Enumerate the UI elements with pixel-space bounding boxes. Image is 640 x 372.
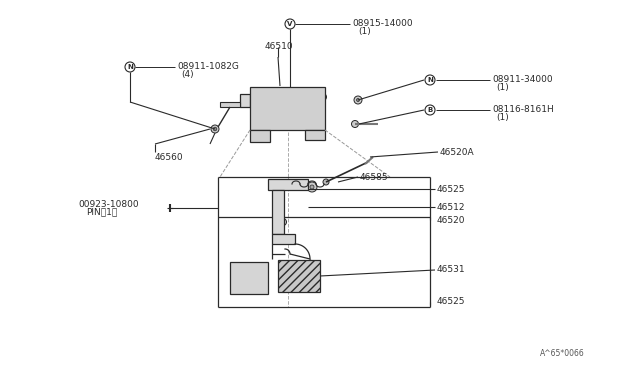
Polygon shape <box>278 260 320 292</box>
Text: 46585: 46585 <box>360 173 388 182</box>
Circle shape <box>272 93 304 125</box>
Circle shape <box>311 130 319 138</box>
Circle shape <box>280 218 287 225</box>
Polygon shape <box>230 262 268 294</box>
Circle shape <box>351 121 358 128</box>
Text: 46520: 46520 <box>437 215 465 224</box>
Text: PIN（1）: PIN（1） <box>86 208 117 217</box>
Text: B: B <box>428 107 433 113</box>
Text: 08911-1082G: 08911-1082G <box>177 61 239 71</box>
Circle shape <box>323 179 329 185</box>
Polygon shape <box>272 190 284 234</box>
Text: (4): (4) <box>181 70 194 78</box>
Text: 08911-34000: 08911-34000 <box>492 74 552 83</box>
Text: N: N <box>427 77 433 83</box>
Polygon shape <box>250 87 325 130</box>
Polygon shape <box>272 234 295 244</box>
Circle shape <box>321 96 324 99</box>
Text: 46510: 46510 <box>265 42 294 51</box>
Text: 46512: 46512 <box>437 202 465 212</box>
Polygon shape <box>220 102 240 107</box>
Text: (1): (1) <box>496 112 509 122</box>
Circle shape <box>307 182 317 192</box>
Polygon shape <box>268 179 308 190</box>
Text: A^65*0066: A^65*0066 <box>540 350 585 359</box>
Text: (1): (1) <box>496 83 509 92</box>
Circle shape <box>356 99 360 102</box>
Text: 08915-14000: 08915-14000 <box>352 19 413 28</box>
Circle shape <box>354 96 362 104</box>
Circle shape <box>213 127 217 131</box>
Circle shape <box>319 93 326 100</box>
Polygon shape <box>250 130 270 142</box>
Text: 46560: 46560 <box>155 153 184 161</box>
Text: 08116-8161H: 08116-8161H <box>492 105 554 113</box>
Circle shape <box>274 200 282 208</box>
Circle shape <box>274 180 282 188</box>
Text: 46531: 46531 <box>437 266 466 275</box>
Text: (1): (1) <box>358 26 371 35</box>
Text: 46525: 46525 <box>437 298 465 307</box>
Circle shape <box>276 183 280 186</box>
Polygon shape <box>305 130 325 140</box>
Polygon shape <box>240 94 250 107</box>
Circle shape <box>254 130 262 138</box>
Text: V: V <box>287 21 292 27</box>
Circle shape <box>310 185 314 189</box>
Text: 46520A: 46520A <box>440 148 475 157</box>
Circle shape <box>294 180 302 188</box>
Text: 00923-10800: 00923-10800 <box>78 199 139 208</box>
Circle shape <box>280 101 296 117</box>
Text: 46525: 46525 <box>437 185 465 193</box>
Text: N: N <box>127 64 133 70</box>
Circle shape <box>211 125 219 133</box>
